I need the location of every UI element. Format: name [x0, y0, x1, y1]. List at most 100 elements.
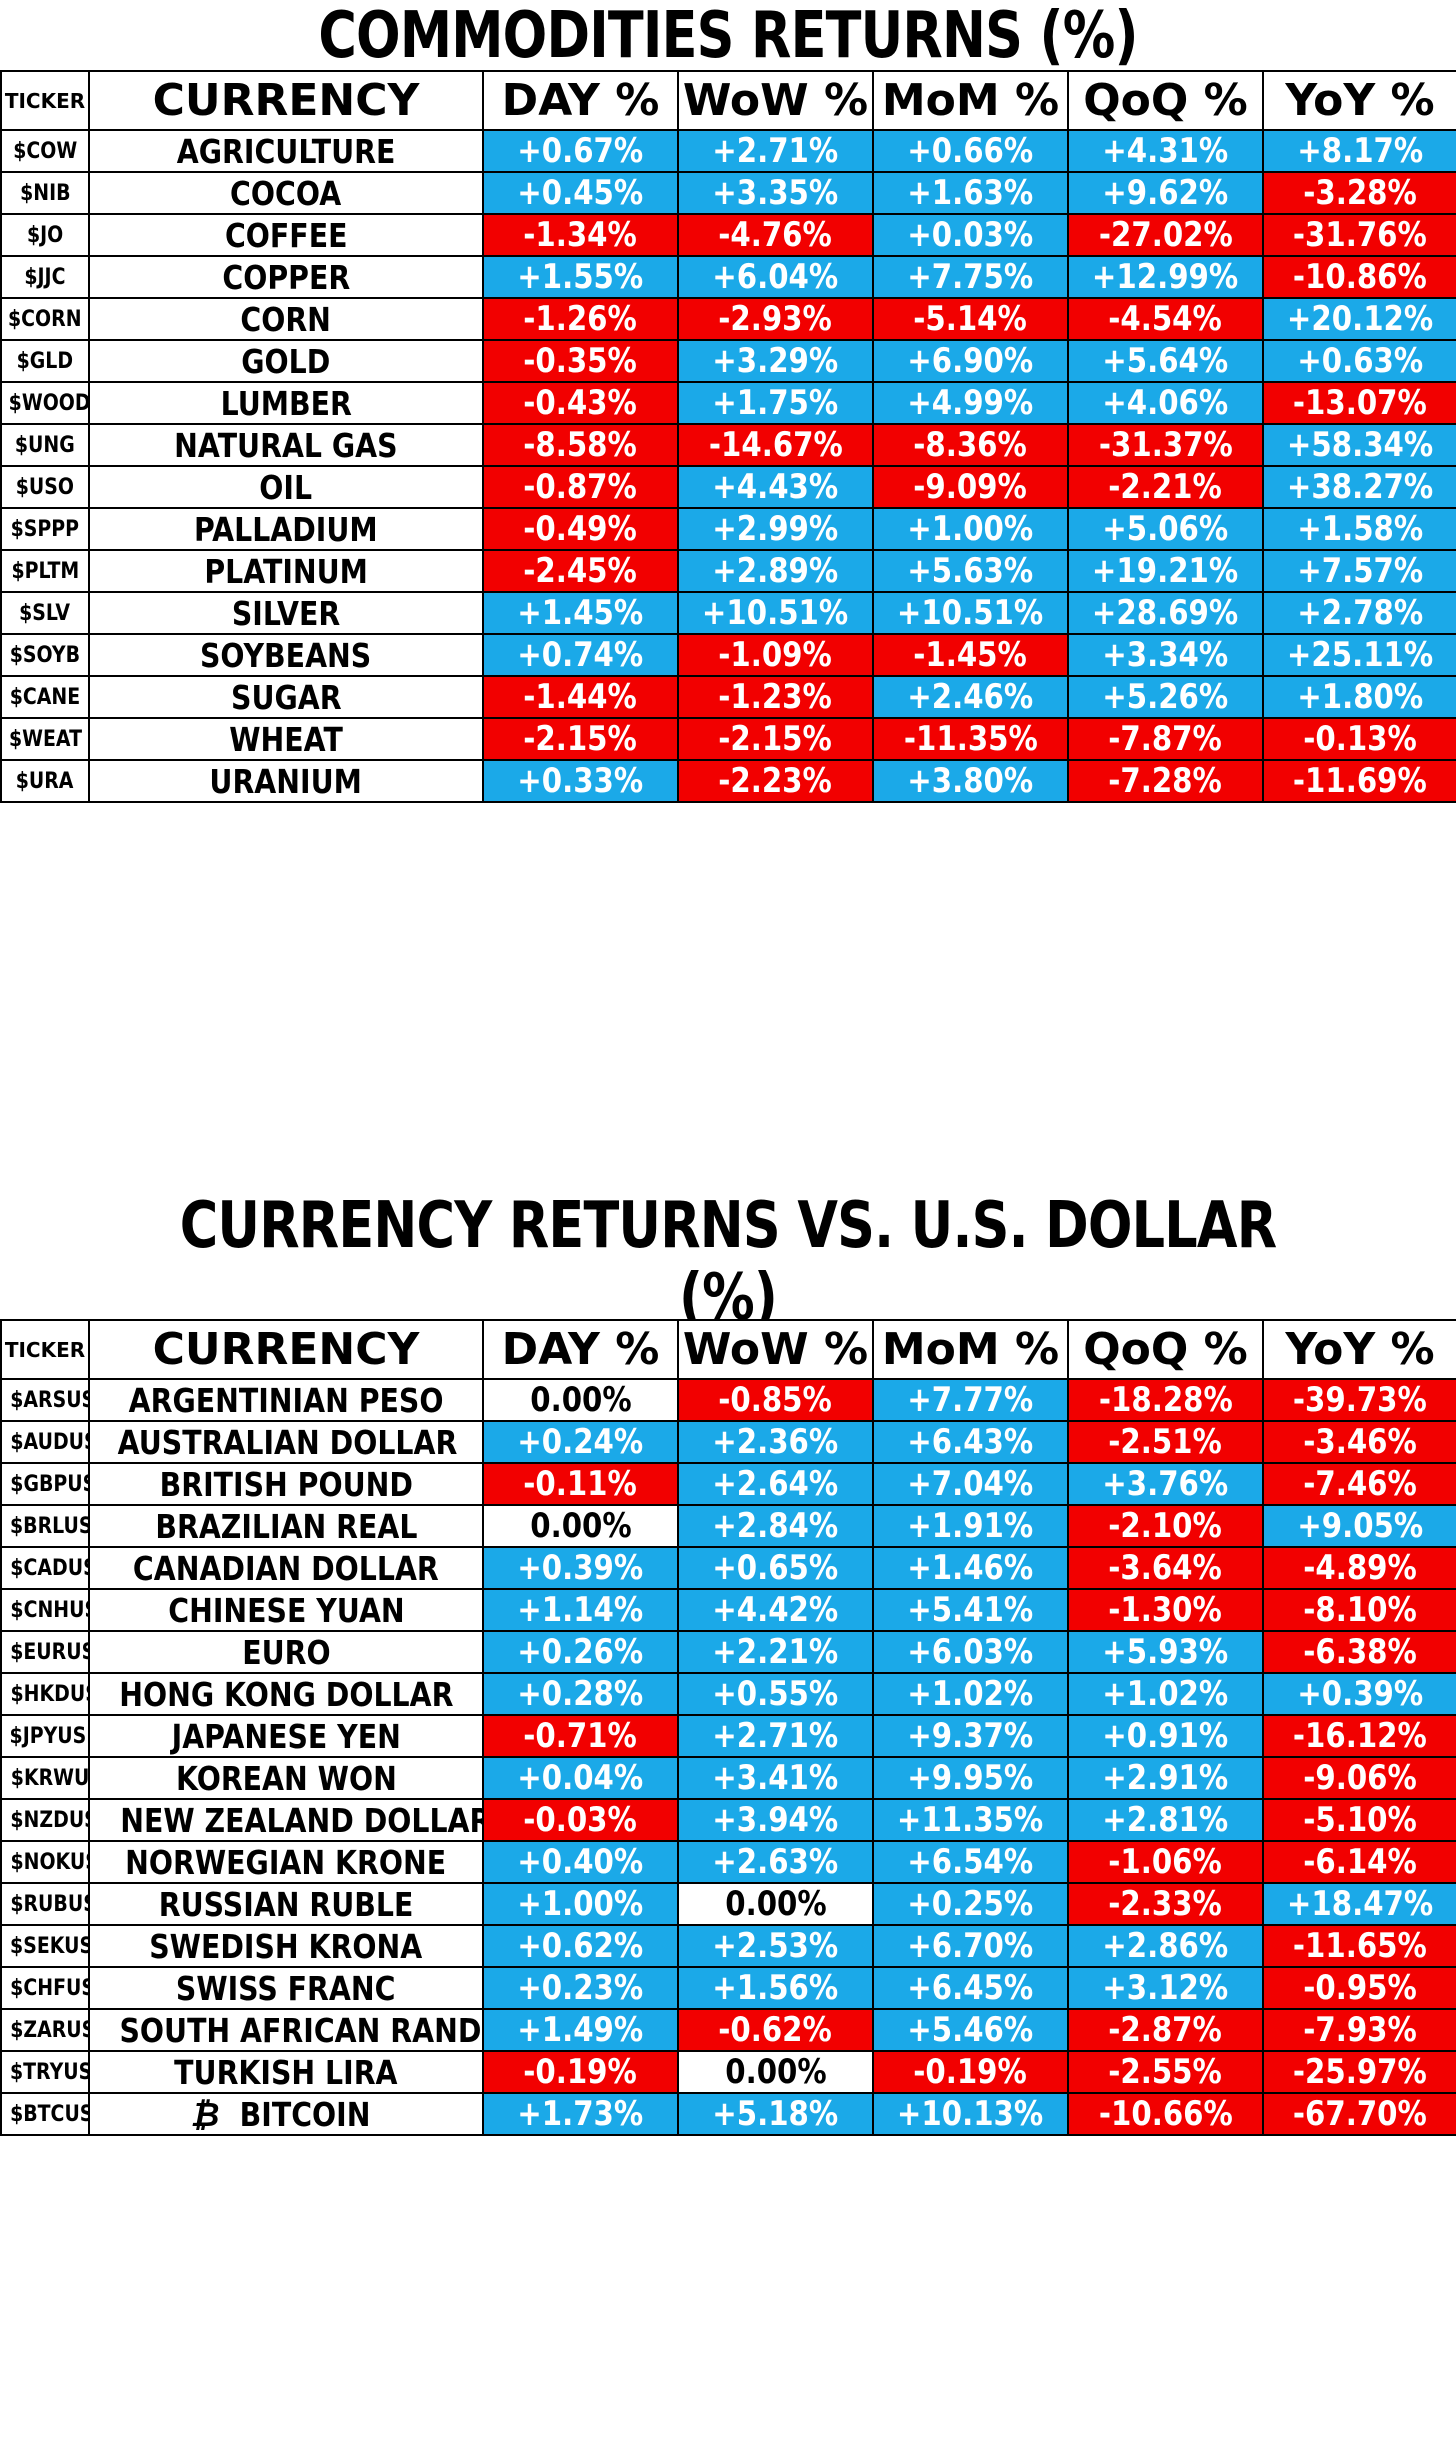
yoy-value-cell: -13.07% [1262, 381, 1456, 425]
day-value-cell: -1.26% [482, 297, 679, 341]
ticker-cell: $PLTM [0, 549, 90, 593]
qoq-value-cell: -18.28% [1067, 1378, 1264, 1422]
qoq-value-cell: +4.06% [1067, 381, 1264, 425]
wow-value-cell: +3.94% [677, 1798, 874, 1842]
table-row: $SPPP PALLADIUM -0.49% +2.99% +1.00% +5.06% +1… [0, 507, 1456, 551]
qoq-value-cell: -31.37% [1067, 423, 1264, 467]
mom-value-cell: +6.70% [872, 1924, 1069, 1968]
name-cell: AGRICULTURE [88, 129, 484, 173]
table-row: $PLTM PLATINUM -2.45% +2.89% +5.63% +19.21% +7… [0, 549, 1456, 593]
yoy-value-cell: -10.86% [1262, 255, 1456, 299]
qoq-value-cell: +28.69% [1067, 591, 1264, 635]
mom-value-cell: +1.02% [872, 1672, 1069, 1716]
commodities-header-row: TICKER CURRENCY DAY % WoW % MoM % QoQ % … [0, 70, 1456, 131]
name-cell: JAPANESE YEN [88, 1714, 484, 1758]
table-row: $BTCUSD₿BITCOIN+1.73%+5.18%+10.13%-10.66… [0, 2092, 1456, 2136]
day-value-cell: +0.62% [482, 1924, 679, 1968]
ticker-cell: $WOOD [0, 381, 90, 425]
mom-value-cell: +4.99% [872, 381, 1069, 425]
ticker-cell: $UNG [0, 423, 90, 467]
ticker-cell: $GLD [0, 339, 90, 383]
table-row: $TRYUSDTURKISH LIRA-0.19%0.00%-0.19%-2.5… [0, 2050, 1456, 2094]
qoq-value-cell: +2.91% [1067, 1756, 1264, 1800]
yoy-value-cell: -6.38% [1262, 1630, 1456, 1674]
table-row: $CADUSDCANADIAN DOLLAR+0.39%+0.65%+1.46%… [0, 1546, 1456, 1590]
name-cell: COFFEE [88, 213, 484, 257]
header-mom: MoM % [872, 1319, 1069, 1380]
yoy-value-cell: -11.69% [1262, 759, 1456, 803]
name-cell: NORWEGIAN KRONE [88, 1840, 484, 1884]
name-cell: WHEAT [88, 717, 484, 761]
yoy-value-cell: -0.13% [1262, 717, 1456, 761]
header-wow: WoW % [677, 70, 874, 131]
mom-value-cell: +0.03% [872, 213, 1069, 257]
yoy-value-cell: -11.65% [1262, 1924, 1456, 1968]
day-value-cell: +1.45% [482, 591, 679, 635]
ticker-cell: $NZDUSD [0, 1798, 90, 1842]
ticker-cell: $NOKUSD [0, 1840, 90, 1884]
ticker-cell: $SOYB [0, 633, 90, 677]
mom-value-cell: -0.19% [872, 2050, 1069, 2094]
ticker-cell: $CADUSD [0, 1546, 90, 1590]
name-cell: CORN [88, 297, 484, 341]
header-ticker: TICKER [0, 1319, 90, 1380]
header-day: DAY % [482, 70, 679, 131]
yoy-value-cell: +25.11% [1262, 633, 1456, 677]
qoq-value-cell: -10.66% [1067, 2092, 1264, 2136]
table-row: $SLV SILVER +1.45% +10.51% +10.51% +28.69% +2.… [0, 591, 1456, 635]
day-value-cell: -8.58% [482, 423, 679, 467]
day-value-cell: +1.49% [482, 2008, 679, 2052]
mom-value-cell: +9.95% [872, 1756, 1069, 1800]
yoy-value-cell: +7.57% [1262, 549, 1456, 593]
wow-value-cell: +1.56% [677, 1966, 874, 2010]
name-cell: SUGAR [88, 675, 484, 719]
table-row: $URA URANIUM +0.33% -2.23% +3.80% -7.28% -11.6… [0, 759, 1456, 803]
table-row: $HKDUSDHONG KONG DOLLAR+0.28%+0.55%+1.02… [0, 1672, 1456, 1716]
header-yoy: YoY % [1262, 1319, 1456, 1380]
name-cell: LUMBER [88, 381, 484, 425]
qoq-value-cell: -2.87% [1067, 2008, 1264, 2052]
qoq-value-cell: -4.54% [1067, 297, 1264, 341]
table-row: $NZDUSDNEW ZEALAND DOLLAR-0.03%+3.94%+11… [0, 1798, 1456, 1842]
day-value-cell: 0.00% [482, 1378, 679, 1422]
table-row: $JPYUSDJAPANESE YEN-0.71%+2.71%+9.37%+0.… [0, 1714, 1456, 1758]
name-cell: SWEDISH KRONA [88, 1924, 484, 1968]
mom-value-cell: +0.66% [872, 129, 1069, 173]
wow-value-cell: +2.53% [677, 1924, 874, 1968]
day-value-cell: -0.87% [482, 465, 679, 509]
yoy-value-cell: -31.76% [1262, 213, 1456, 257]
mom-value-cell: +5.63% [872, 549, 1069, 593]
mom-value-cell: +7.75% [872, 255, 1069, 299]
mom-value-cell: +0.25% [872, 1882, 1069, 1926]
qoq-value-cell: +12.99% [1067, 255, 1264, 299]
name-cell: HONG KONG DOLLAR [88, 1672, 484, 1716]
name-cell: NATURAL GAS [88, 423, 484, 467]
table-row: $BRLUSDBRAZILIAN REAL0.00%+2.84%+1.91%-2… [0, 1504, 1456, 1548]
mom-value-cell: +1.46% [872, 1546, 1069, 1590]
name-cell: ARGENTINIAN PESO [88, 1378, 484, 1422]
day-value-cell: +0.04% [482, 1756, 679, 1800]
table-row: $CNHUSDCHINESE YUAN+1.14%+4.42%+5.41%-1.… [0, 1588, 1456, 1632]
name-cell: BRAZILIAN REAL [88, 1504, 484, 1548]
table-row: $SOYB SOYBEANS +0.74% -1.09% -1.45% +3.34% +25… [0, 633, 1456, 677]
yoy-value-cell: +38.27% [1262, 465, 1456, 509]
qoq-value-cell: +5.26% [1067, 675, 1264, 719]
day-value-cell: +0.67% [482, 129, 679, 173]
mom-value-cell: +1.00% [872, 507, 1069, 551]
ticker-cell: $HKDUSD [0, 1672, 90, 1716]
ticker-cell: $BRLUSD [0, 1504, 90, 1548]
header-qoq: QoQ % [1067, 70, 1264, 131]
qoq-value-cell: -2.21% [1067, 465, 1264, 509]
qoq-value-cell: +4.31% [1067, 129, 1264, 173]
wow-value-cell: +4.42% [677, 1588, 874, 1632]
table-row: $ARSUSDARGENTINIAN PESO0.00%-0.85%+7.77%… [0, 1378, 1456, 1422]
day-value-cell: +0.24% [482, 1420, 679, 1464]
table-row: $NOKUSDNORWEGIAN KRONE+0.40%+2.63%+6.54%… [0, 1840, 1456, 1884]
yoy-value-cell: +18.47% [1262, 1882, 1456, 1926]
currency-title: CURRENCY RETURNS VS. U.S. DOLLAR (%) [179, 1189, 1277, 1335]
name-cell: SILVER [88, 591, 484, 635]
name-cell: SOYBEANS [88, 633, 484, 677]
wow-value-cell: +2.99% [677, 507, 874, 551]
mom-value-cell: +6.45% [872, 1966, 1069, 2010]
name-cell: COPPER [88, 255, 484, 299]
